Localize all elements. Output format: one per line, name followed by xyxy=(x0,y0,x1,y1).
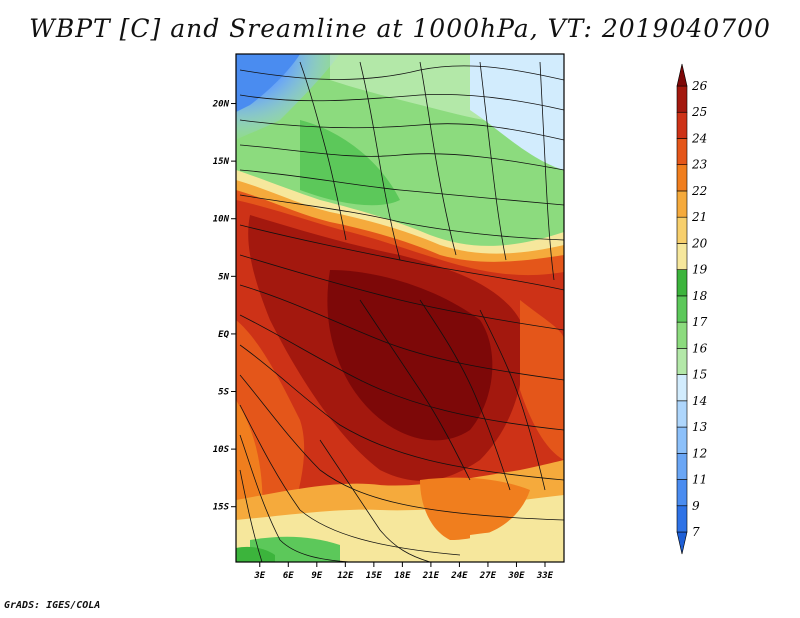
colorbar-label: 15 xyxy=(692,368,707,382)
grads-credit: GrADS: IGES/COLA xyxy=(4,600,101,611)
colorbar-label: 19 xyxy=(692,263,708,277)
colorbar-swatch xyxy=(676,321,688,349)
colorbar-label: 24 xyxy=(691,131,707,145)
colorbar: 7 9 11 12 13 14 15 16 17 18 19 20 21 22 23 24 25 26 xyxy=(676,63,708,555)
colorbar-swatch xyxy=(676,479,688,507)
colorbar-label: 25 xyxy=(691,105,707,119)
colorbar-swatch xyxy=(676,111,688,139)
y-axis: 20N 15N 10N 5N EQ 5S 10S 15S xyxy=(212,100,236,513)
colorbar-swatch xyxy=(676,63,688,87)
plot-frame xyxy=(235,53,565,563)
x-tick-label: 30E xyxy=(507,571,525,581)
x-tick-label: 18E xyxy=(394,571,411,581)
colorbar-swatch xyxy=(676,400,688,428)
x-tick-label: 15E xyxy=(366,571,383,581)
y-tick-label: 10S xyxy=(213,445,230,455)
colorbar-swatch xyxy=(676,164,688,192)
colorbar-swatch xyxy=(676,348,688,375)
colorbar-label: 26 xyxy=(691,79,708,93)
x-tick-label: 9E xyxy=(311,571,322,581)
colorbar-label: 12 xyxy=(692,446,707,460)
colorbar-swatch xyxy=(676,295,688,323)
colorbar-swatch xyxy=(676,190,688,218)
x-tick-label: 6E xyxy=(283,571,294,581)
colorbar-swatch xyxy=(676,85,688,113)
colorbar-label: 17 xyxy=(692,315,708,329)
chart-title: WBPT [C] and Sreamline at 1000hPa, VT: 2… xyxy=(29,14,771,43)
x-tick-label: 27E xyxy=(479,571,497,581)
colorbar-swatch xyxy=(676,426,688,454)
y-tick-label: 15N xyxy=(213,157,230,167)
y-tick-label: 10N xyxy=(213,215,230,225)
colorbar-swatch xyxy=(676,243,688,270)
x-tick-label: 33E xyxy=(536,571,554,581)
colorbar-label: 18 xyxy=(692,289,708,303)
x-tick-label: 12E xyxy=(337,571,354,581)
colorbar-label: 22 xyxy=(691,184,707,198)
y-tick-label: 5S xyxy=(218,388,229,398)
colorbar-label: 11 xyxy=(692,473,707,487)
colorbar-swatch xyxy=(676,138,688,166)
x-tick-label: 21E xyxy=(422,571,440,581)
colorbar-swatch xyxy=(676,216,688,244)
x-axis: 3E 6E 9E 12E 15E 18E 21E 24E 27E 30E 33E xyxy=(253,562,554,581)
colorbar-label: 13 xyxy=(692,420,708,434)
y-tick-label: EQ xyxy=(218,330,229,340)
colorbar-label: 23 xyxy=(691,158,708,172)
colorbar-label: 7 xyxy=(692,525,700,539)
x-tick-label: 24E xyxy=(450,571,468,581)
y-tick-label: 20N xyxy=(212,100,230,110)
y-tick-label: 15S xyxy=(213,503,230,513)
x-tick-label: 3E xyxy=(253,571,265,581)
colorbar-swatch xyxy=(676,374,688,402)
colorbar-swatch xyxy=(676,505,688,533)
colorbar-label: 14 xyxy=(692,394,707,408)
colorbar-swatch xyxy=(676,531,688,555)
colorbar-label: 9 xyxy=(692,499,700,513)
colorbar-label: 16 xyxy=(692,341,708,355)
y-tick-label: 5N xyxy=(218,272,229,282)
colorbar-label: 21 xyxy=(691,210,707,224)
colorbar-label: 20 xyxy=(691,236,708,250)
colorbar-swatch xyxy=(676,452,688,480)
colorbar-swatch xyxy=(676,269,688,297)
streamlines xyxy=(239,61,564,562)
